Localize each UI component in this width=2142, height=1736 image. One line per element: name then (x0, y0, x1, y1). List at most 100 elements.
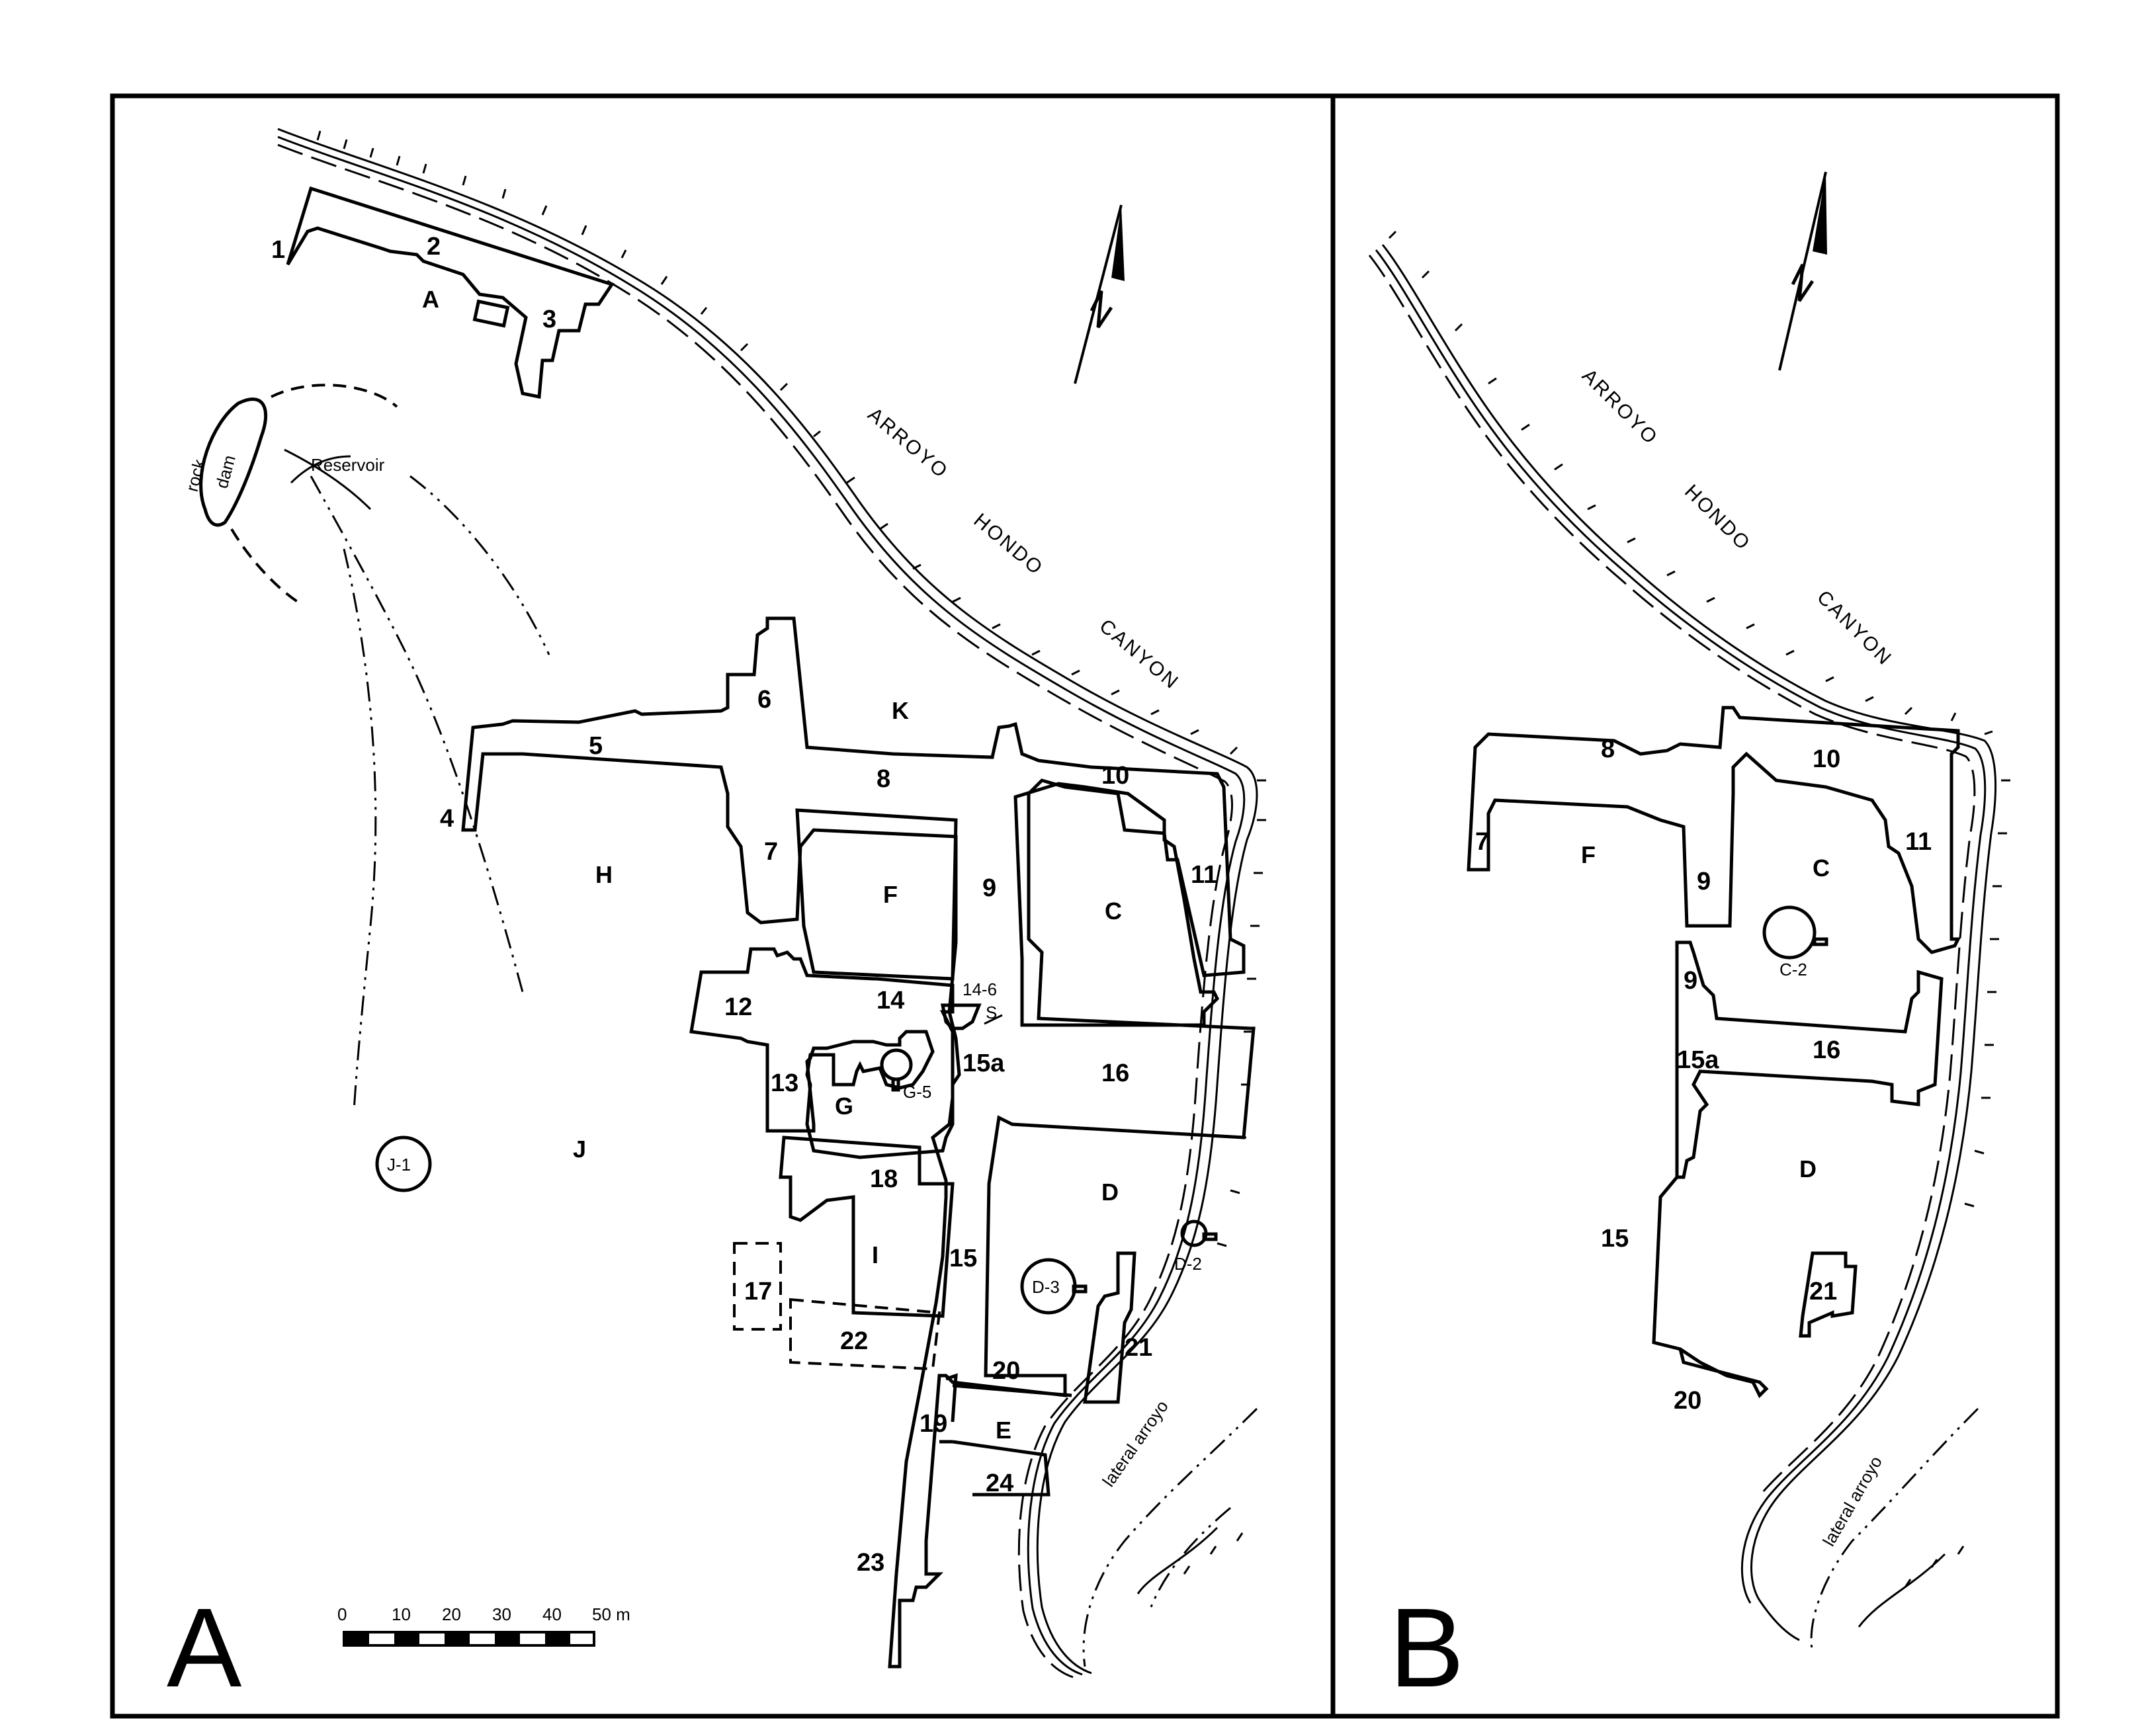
canyon-rim-a (277, 128, 1266, 1678)
plaza-label-c: C (1105, 897, 1122, 925)
plaza-label-i: I (872, 1241, 878, 1268)
plaza-label-k: K (892, 697, 909, 724)
panel-b-frame (1330, 93, 2060, 1719)
roomblock-b-main (1467, 706, 1961, 954)
scale-bar: 0 10 20 30 40 50 m (337, 1604, 630, 1647)
plaza-label-h: H (595, 861, 613, 888)
roomblock-e-24 (945, 1373, 1072, 1497)
scale-segment-4 (495, 1632, 520, 1645)
kiva-14-6-arrow-label: S (986, 1003, 997, 1022)
room-label-b-10: 10 (1813, 745, 1840, 773)
room-label-14: 14 (877, 987, 904, 1014)
kiva-14-6-label: 14-6 (963, 979, 997, 999)
kiva-c-2 (1762, 905, 1817, 960)
scale-tick-0: 0 (337, 1604, 347, 1624)
scale-tick-10: 10 (392, 1604, 411, 1624)
kiva-g-5 (880, 1048, 913, 1081)
kiva-c-2-label: C-2 (1779, 960, 1807, 979)
plaza-labels-a: A C D E F G H I J K (422, 286, 1122, 1444)
room-label-24: 24 (986, 1469, 1013, 1497)
plaza-label-b-c: C (1813, 854, 1830, 882)
canyon-word-hondo-b: HONDO (1680, 481, 1755, 556)
room-label-2: 2 (427, 233, 441, 261)
plaza-labels-b: C D F (1581, 841, 1830, 1182)
scale-segment-1 (344, 1632, 369, 1645)
rock-dam-label-dam: dam (212, 453, 239, 491)
rock-dam (199, 397, 268, 527)
room-label-19: 19 (920, 1410, 947, 1438)
kiva-g-5-label: G-5 (903, 1082, 931, 1102)
plaza-label-e: E (996, 1417, 1011, 1444)
north-arrow-icon (1074, 204, 1125, 384)
reservoir-channels (284, 448, 372, 511)
panel-a-label: A (167, 1585, 242, 1711)
rock-dam-label-rock: rock (182, 456, 210, 493)
room-label-4: 4 (440, 805, 454, 833)
room-label-20: 20 (992, 1357, 1020, 1385)
plaza-label-d: D (1101, 1178, 1119, 1206)
lateral-arroyo-label-a: lateral arroyo (1098, 1397, 1172, 1491)
scale-tick-20: 20 (442, 1604, 461, 1624)
kiva-d-2-label: D-2 (1174, 1254, 1202, 1274)
canyon-word-arroyo-a: ARROYO (864, 403, 953, 483)
roomblock-22 (789, 1298, 941, 1371)
kiva-d-3-vent (1072, 1284, 1088, 1294)
room-label-16: 16 (1101, 1059, 1129, 1087)
lateral-arroyo-label-b: lateral arroyo (1819, 1453, 1886, 1550)
canyon-rim-b (1368, 230, 2010, 1641)
roomblock-b-21 (1799, 1251, 1858, 1338)
room-label-11: 11 (1191, 861, 1217, 889)
kiva-g-5-vent (891, 1077, 900, 1092)
room-label-3: 3 (542, 306, 556, 333)
room-label-b-20: 20 (1674, 1387, 1701, 1415)
room-label-10: 10 (1101, 762, 1129, 790)
plaza-label-g: G (835, 1093, 853, 1120)
panel-a: lateral arroyo ARROYO HONDO CANYON rock … (167, 128, 1266, 1711)
scale-segment-3 (445, 1632, 470, 1645)
room-label-b-9: 9 (1697, 868, 1711, 895)
lateral-arroyo-a: lateral arroyo (1082, 1397, 1258, 1667)
scale-segment-5 (545, 1632, 570, 1645)
drainage-line-3 (343, 548, 377, 1112)
kiva-c-2-vent (1813, 937, 1828, 946)
kiva-j-1 (375, 1136, 432, 1192)
room-label-21: 21 (1125, 1334, 1152, 1362)
room-label-17: 17 (744, 1278, 772, 1305)
room-label-b-11: 11 (1905, 828, 1932, 856)
plaza-label-j: J (573, 1136, 586, 1163)
room-label-22: 22 (840, 1327, 868, 1355)
canyon-word-hondo-a: HONDO (970, 509, 1048, 580)
roomblock-1-2-3 (286, 186, 615, 399)
roomblock-18 (779, 1136, 955, 1318)
panel-a-frame (110, 93, 1336, 1719)
small-structure-a (472, 299, 510, 328)
kiva-j-1-label: J-1 (387, 1155, 411, 1175)
room-labels-b: 7 8 9 9 10 11 15 15a 16 20 21 (1475, 735, 1932, 1415)
panel-b-label: B (1389, 1585, 1464, 1711)
canyon-word-canyon-b: CANYON (1813, 587, 1897, 671)
roomblock-b-south (1675, 940, 1944, 1179)
room-label-b-9b: 9 (1684, 967, 1697, 995)
room-label-1: 1 (271, 236, 285, 264)
room-label-23: 23 (857, 1549, 884, 1577)
scale-segment-2 (394, 1632, 419, 1645)
room-label-9: 9 (982, 874, 996, 902)
plaza-label-f: F (883, 881, 898, 908)
kiva-d-3-label: D-3 (1032, 1277, 1060, 1297)
room-label-18: 18 (870, 1165, 898, 1193)
roomblock-b-15-20 (1652, 1176, 1769, 1399)
room-label-15: 15 (949, 1245, 977, 1272)
scale-tick-50: 50 m (592, 1604, 630, 1624)
roomblock-21 (1083, 1251, 1136, 1404)
plaza-label-a: A (422, 286, 439, 313)
north-arrow-icon (1778, 171, 1827, 371)
plaza-f-wall (795, 808, 958, 981)
kiva-14-6-arrow (984, 1014, 1003, 1025)
plaza-c-wall (1013, 782, 1220, 1027)
room-label-b-8: 8 (1601, 735, 1615, 763)
drainage-line-1 (310, 475, 524, 993)
panel-b: lateral arroyo ARROYO HONDO CANYON C-2 7… (1368, 171, 2010, 1711)
roomblock-17 (733, 1242, 782, 1331)
drainage-line-2 (409, 475, 550, 655)
